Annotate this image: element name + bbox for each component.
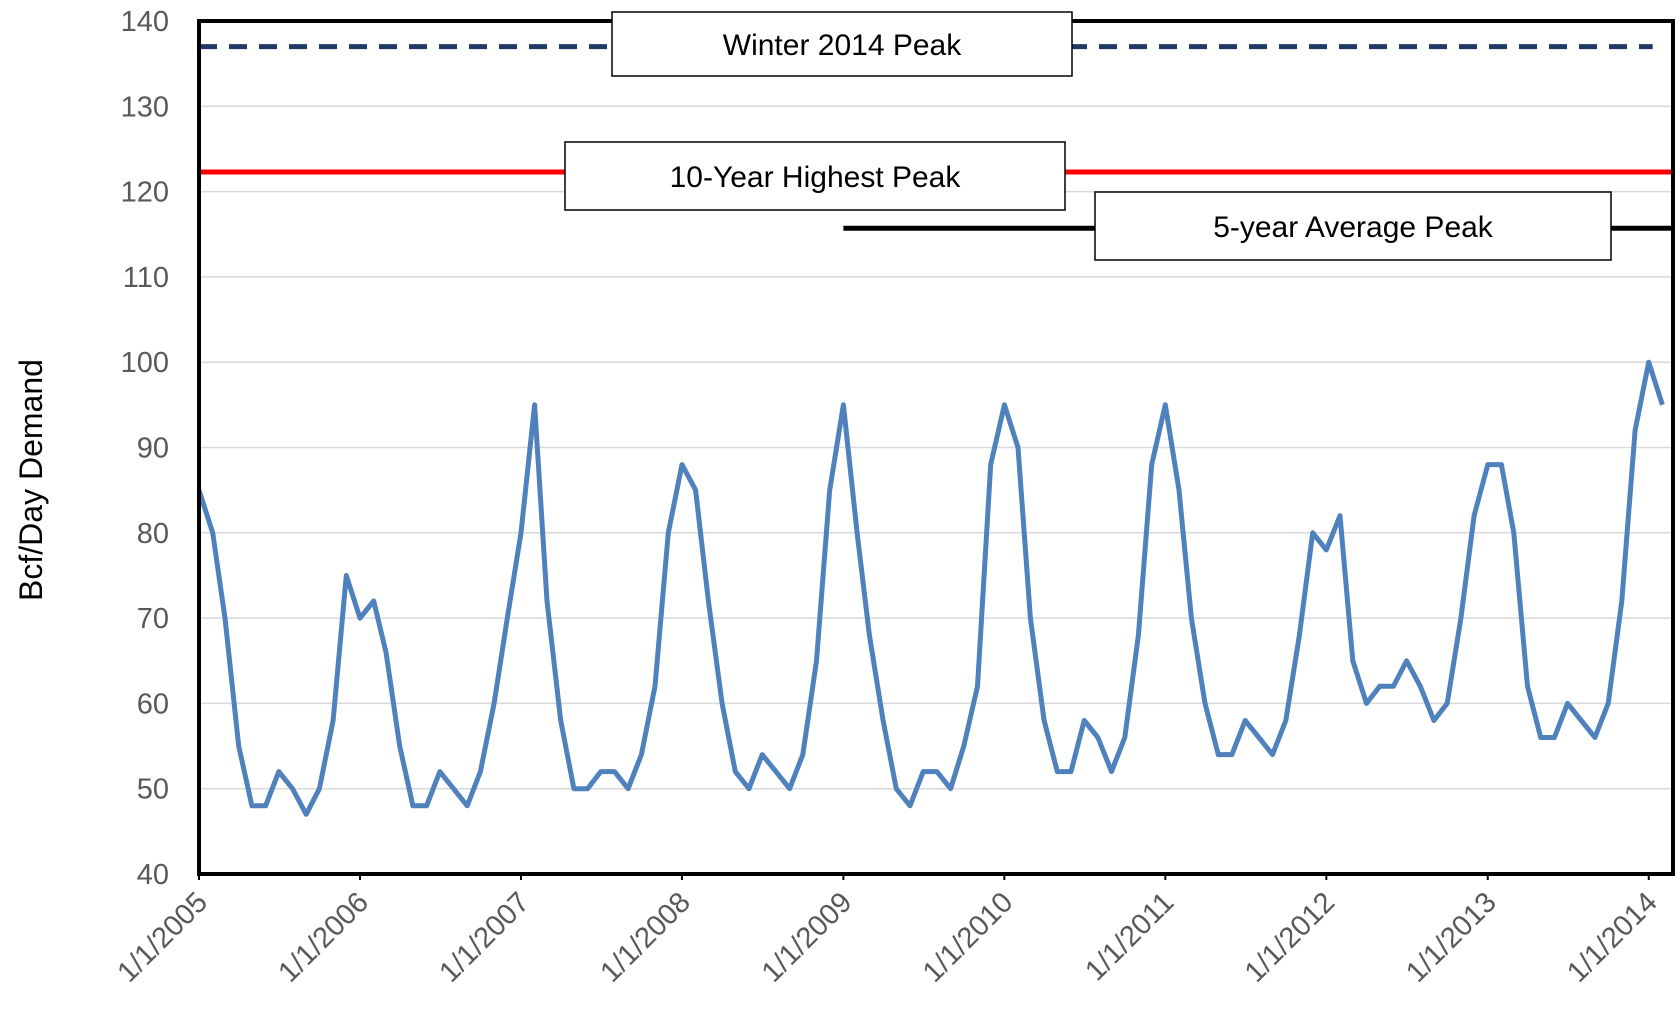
y-tick-label: 100 bbox=[121, 347, 169, 379]
y-tick-label: 60 bbox=[137, 688, 169, 720]
x-tick-label: 1/1/2013 bbox=[1400, 886, 1502, 988]
x-tick-label: 1/1/2008 bbox=[594, 886, 696, 988]
x-tick-label: 1/1/2006 bbox=[272, 886, 374, 988]
y-tick-label: 140 bbox=[121, 6, 169, 38]
y-tick-label: 90 bbox=[137, 433, 169, 465]
y-tick-label: 120 bbox=[121, 177, 169, 209]
x-tick-label: 1/1/2012 bbox=[1239, 886, 1341, 988]
y-tick-label: 50 bbox=[137, 774, 169, 806]
y-tick-label: 70 bbox=[137, 603, 169, 635]
y-tick-label: 110 bbox=[123, 262, 169, 294]
annotation-label: 5-year Average Peak bbox=[1213, 211, 1494, 244]
x-tick-label: 1/1/2009 bbox=[756, 886, 858, 988]
x-tick-label: 1/1/2014 bbox=[1561, 886, 1663, 988]
x-tick-label: 1/1/2007 bbox=[433, 886, 535, 988]
demand-line bbox=[196, 359, 1665, 817]
annotation-label: Winter 2014 Peak bbox=[723, 29, 962, 62]
x-tick-label: 1/1/2005 bbox=[111, 886, 213, 988]
annotation-box bbox=[611, 11, 1073, 77]
y-tick-label: 80 bbox=[137, 518, 169, 550]
x-tick-label: 1/1/2011 bbox=[1079, 886, 1180, 987]
y-tick-label: 40 bbox=[137, 859, 169, 891]
annotation-label: 10-Year Highest Peak bbox=[670, 161, 962, 194]
y-tick-label: 130 bbox=[121, 91, 169, 123]
x-tick-label: 1/1/2010 bbox=[917, 886, 1019, 988]
annotation-box bbox=[564, 141, 1066, 211]
annotation-box bbox=[1094, 191, 1612, 261]
y-axis-label: Bcf/Day Demand bbox=[13, 359, 49, 601]
